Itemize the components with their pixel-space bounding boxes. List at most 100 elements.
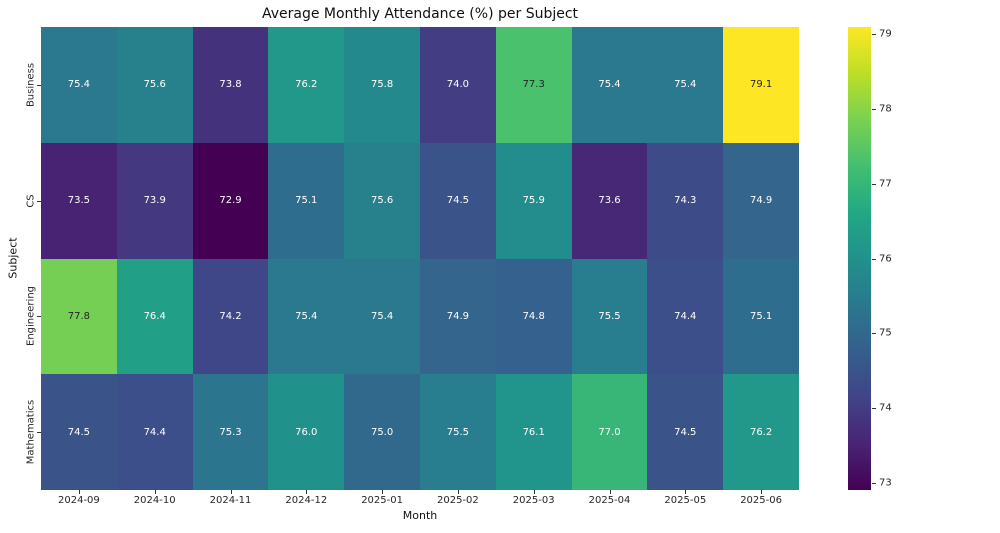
heatmap-cell: 75.6 bbox=[116, 27, 193, 143]
heatmap-cell: 73.6 bbox=[571, 142, 648, 259]
colorbar-tick-mark bbox=[872, 258, 876, 260]
x-tick-label: 2024-10 bbox=[133, 495, 176, 506]
colorbar-tick-label: 79 bbox=[879, 28, 892, 40]
x-tick-label: 2025-02 bbox=[436, 495, 479, 506]
colorbar bbox=[848, 27, 871, 490]
cell-value: 73.9 bbox=[143, 195, 166, 207]
colorbar-tick-mark bbox=[872, 482, 876, 484]
x-tick-mark bbox=[230, 490, 232, 494]
cell-value: 76.4 bbox=[143, 310, 166, 322]
colorbar-tick-mark bbox=[872, 109, 876, 111]
x-tick-label: 2025-03 bbox=[512, 495, 555, 506]
cell-value: 77.0 bbox=[598, 426, 621, 438]
cell-value: 72.9 bbox=[219, 195, 242, 207]
heatmap-grid: 75.4 75.6 73.8 76.2 75.8 74.0 77.3 75.4 75.4 79.1… bbox=[41, 27, 799, 490]
x-tick-mark bbox=[457, 490, 459, 494]
y-tick-label: Engineering bbox=[25, 286, 37, 347]
heatmap-cell: 75.6 bbox=[344, 142, 420, 259]
cell-value: 76.2 bbox=[749, 426, 773, 438]
heatmap-cell: 75.4 bbox=[268, 258, 345, 375]
colorbar-tick-mark bbox=[872, 407, 876, 409]
x-tick-mark bbox=[685, 490, 687, 494]
cell-value: 75.3 bbox=[219, 426, 242, 438]
x-tick-mark bbox=[761, 490, 763, 494]
cell-value: 75.5 bbox=[598, 310, 621, 322]
colorbar-tick-mark bbox=[872, 183, 876, 185]
cell-value: 75.1 bbox=[295, 195, 318, 207]
x-tick-mark bbox=[154, 490, 156, 494]
x-tick-mark bbox=[382, 490, 384, 494]
x-tick-label: 2025-01 bbox=[361, 495, 403, 506]
heatmap-cell: 75.3 bbox=[192, 374, 269, 490]
cell-value: 77.8 bbox=[67, 310, 91, 322]
y-tick-label: CS bbox=[25, 193, 37, 208]
heatmap-cell: 75.9 bbox=[495, 142, 572, 259]
y-tick-mark bbox=[37, 200, 41, 202]
cell-value: 76.0 bbox=[295, 426, 318, 438]
y-tick-mark bbox=[37, 84, 41, 86]
cell-value: 73.6 bbox=[598, 195, 621, 207]
cell-value: 74.3 bbox=[674, 195, 697, 207]
heatmap-cell: 76.0 bbox=[268, 374, 345, 490]
cell-value: 73.8 bbox=[219, 79, 242, 91]
cell-value: 74.9 bbox=[446, 310, 470, 322]
colorbar-tick-mark bbox=[872, 333, 876, 335]
heatmap-cell: 77.8 bbox=[41, 258, 117, 375]
heatmap-cell: 75.4 bbox=[344, 258, 420, 375]
heatmap-cell: 76.2 bbox=[268, 27, 345, 143]
heatmap-cell: 72.9 bbox=[192, 142, 269, 259]
cell-value: 75.0 bbox=[370, 426, 394, 438]
heatmap-cell: 74.3 bbox=[647, 142, 724, 259]
x-tick-mark bbox=[78, 490, 80, 494]
cell-value: 74.9 bbox=[749, 195, 773, 207]
heatmap-cell: 74.0 bbox=[420, 27, 496, 143]
y-tick-label: Business bbox=[25, 62, 37, 107]
heatmap-cell: 75.0 bbox=[344, 374, 420, 490]
cell-value: 75.9 bbox=[522, 195, 545, 207]
heatmap-cell: 74.5 bbox=[41, 374, 117, 490]
y-tick-label: Mathematics bbox=[25, 399, 37, 465]
chart-title: Average Monthly Attendance (%) per Subje… bbox=[261, 6, 579, 22]
heatmap-cell: 75.4 bbox=[571, 27, 648, 143]
cell-value: 74.5 bbox=[446, 195, 470, 207]
colorbar-tick-label: 78 bbox=[879, 103, 892, 115]
cell-value: 75.4 bbox=[674, 79, 697, 91]
y-tick-mark bbox=[37, 432, 41, 434]
colorbar-tick-mark bbox=[872, 34, 876, 36]
x-tick-label: 2025-04 bbox=[588, 495, 631, 506]
heatmap-cell: 77.0 bbox=[571, 374, 648, 490]
y-tick-mark bbox=[37, 316, 41, 318]
cell-value: 75.6 bbox=[370, 195, 394, 207]
x-axis-label: Month bbox=[402, 509, 438, 522]
cell-value: 73.5 bbox=[67, 195, 91, 207]
x-tick-label: 2024-12 bbox=[285, 495, 328, 506]
cell-value: 79.1 bbox=[749, 79, 773, 91]
heatmap-cell: 75.8 bbox=[344, 27, 420, 143]
x-tick-label: 2024-09 bbox=[57, 495, 100, 506]
cell-value: 74.2 bbox=[219, 310, 242, 322]
y-axis-label: Subject bbox=[6, 237, 20, 279]
heatmap-cell: 75.1 bbox=[723, 258, 799, 375]
colorbar-tick-label: 73 bbox=[879, 477, 892, 489]
colorbar-tick-label: 75 bbox=[879, 327, 892, 339]
heatmap-cell: 74.2 bbox=[192, 258, 269, 375]
heatmap-cell: 79.1 bbox=[723, 27, 799, 143]
cell-value: 75.8 bbox=[370, 79, 394, 91]
cell-value: 74.8 bbox=[522, 310, 545, 322]
heatmap-cell: 74.4 bbox=[647, 258, 724, 375]
cell-value: 74.5 bbox=[67, 426, 91, 438]
heatmap-cell: 75.5 bbox=[571, 258, 648, 375]
cell-value: 74.4 bbox=[674, 310, 697, 322]
cell-value: 76.1 bbox=[522, 426, 545, 438]
heatmap-cell: 75.5 bbox=[420, 374, 496, 490]
cell-value: 74.4 bbox=[143, 426, 166, 438]
x-tick-mark bbox=[533, 490, 535, 494]
cell-value: 75.4 bbox=[295, 310, 318, 322]
cell-value: 75.1 bbox=[749, 310, 773, 322]
cell-value: 75.6 bbox=[143, 79, 166, 91]
cell-value: 74.0 bbox=[446, 79, 470, 91]
cell-value: 74.5 bbox=[674, 426, 697, 438]
heatmap-cell: 76.1 bbox=[495, 374, 572, 490]
heatmap-cell: 73.9 bbox=[116, 142, 193, 259]
